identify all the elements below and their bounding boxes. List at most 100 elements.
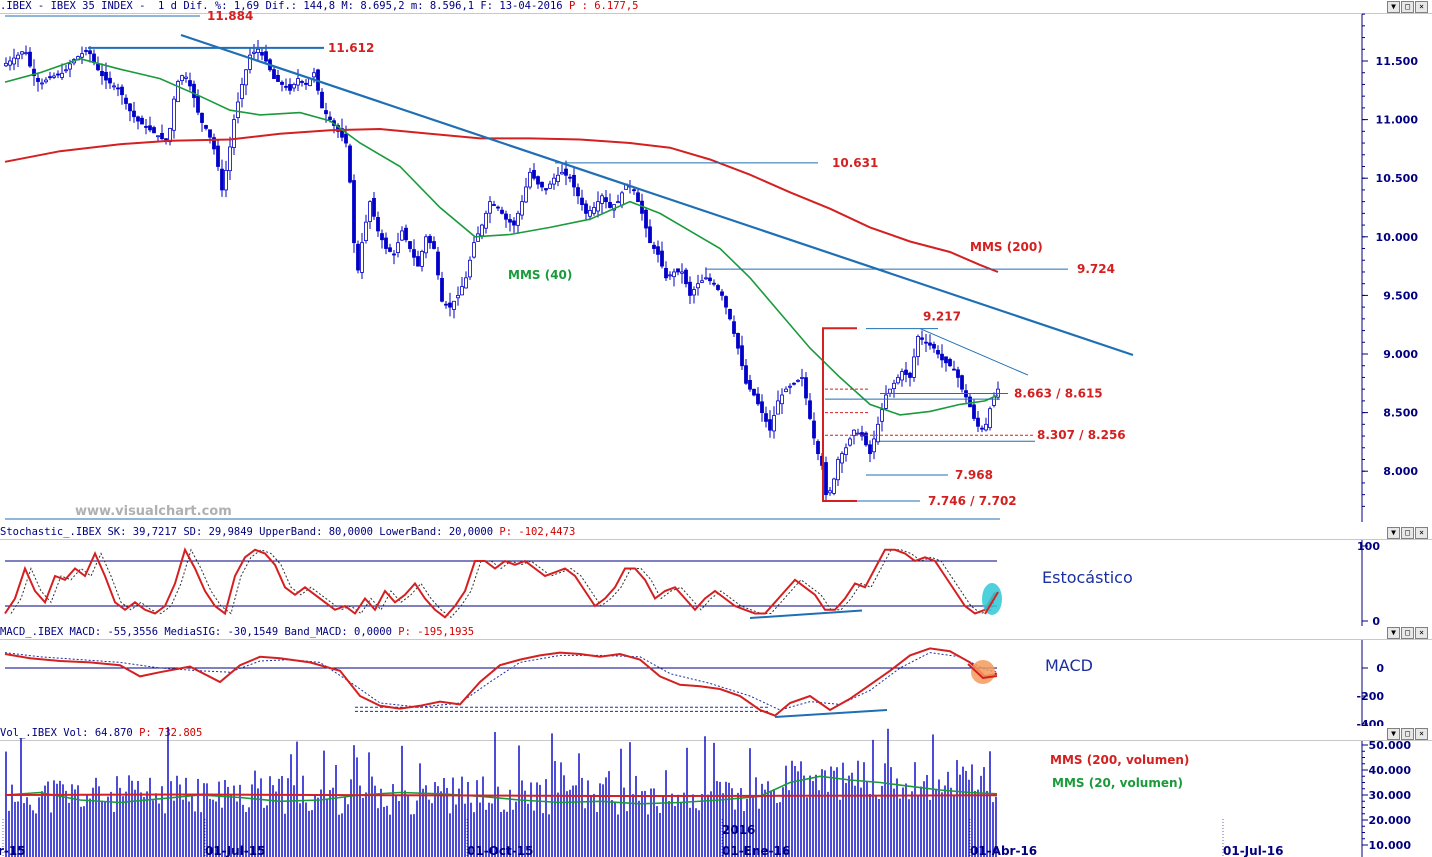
candle-body xyxy=(916,336,920,357)
candle-body xyxy=(260,52,264,56)
x-tick-label: 01-Oct-15 xyxy=(467,844,533,857)
candle-body xyxy=(888,388,892,394)
candle-body xyxy=(340,128,344,138)
candle-body xyxy=(192,83,196,99)
mms200-label: MMS (200) xyxy=(970,240,1043,254)
macd-tick-label: 0 xyxy=(1376,662,1384,675)
candle-body xyxy=(636,192,640,203)
macd-highlight-stroke xyxy=(967,663,998,680)
candle-body xyxy=(116,87,120,90)
candle-body xyxy=(212,137,216,150)
candle-body xyxy=(736,333,740,349)
candle-body xyxy=(180,75,184,82)
price-chart[interactable]: 11.500 11.000 10.500 10.000 9.500 9.000 8.500 8… xyxy=(0,0,1432,524)
candle-body xyxy=(356,243,360,271)
stochastic-header: Stochastic_.IBEX SK: 39,7217 SD: 29,9849… xyxy=(0,526,1432,540)
candle-body xyxy=(84,50,88,52)
macd-maximize-button[interactable]: □ xyxy=(1401,627,1414,639)
price-tick-label: 11.500 xyxy=(1376,55,1419,68)
candle-body xyxy=(816,441,820,455)
candle-body xyxy=(732,321,736,334)
candle-body xyxy=(32,68,36,77)
level-label: 7.968 xyxy=(955,468,993,482)
year-marker: 2016 xyxy=(722,823,755,837)
candle-body xyxy=(688,281,692,296)
candle-body xyxy=(904,369,908,375)
price-tick-label: 8.500 xyxy=(1383,407,1418,420)
stoch-tick-label: 0 xyxy=(1372,615,1380,626)
range-bracket xyxy=(822,327,857,502)
candle-body xyxy=(28,51,32,67)
candle-body xyxy=(472,242,476,258)
volume-close-button[interactable]: × xyxy=(1415,728,1428,740)
candle-body xyxy=(344,133,348,144)
stochastic-panel: Stochastic_.IBEX SK: 39,7217 SD: 29,9849… xyxy=(0,526,1432,626)
stochastic-maximize-button[interactable]: □ xyxy=(1401,527,1414,539)
candle-body xyxy=(292,84,296,89)
candle-body xyxy=(796,379,800,382)
price-maximize-button[interactable]: □ xyxy=(1401,1,1414,13)
candle-body xyxy=(552,177,556,185)
candle-body xyxy=(136,116,140,122)
candle-body xyxy=(592,207,596,214)
volume-minimize-button[interactable]: ▼ xyxy=(1387,728,1400,740)
candle-body xyxy=(92,53,96,63)
candle-body xyxy=(368,201,372,222)
volume-maximize-button[interactable]: □ xyxy=(1401,728,1414,740)
candle-body xyxy=(840,453,844,464)
candle-body xyxy=(976,417,980,427)
vol-tick-label: 50.000 xyxy=(1369,739,1412,752)
candle-body xyxy=(80,53,84,58)
stochastic-minimize-button[interactable]: ▼ xyxy=(1387,527,1400,539)
candle-body xyxy=(416,256,420,267)
candle-body xyxy=(468,259,472,278)
candle-body xyxy=(172,98,176,131)
level-label: 9.217 xyxy=(923,310,961,324)
candle-body xyxy=(452,300,456,310)
candle-body xyxy=(208,129,212,138)
candle-body xyxy=(884,394,888,409)
candle-body xyxy=(744,365,748,384)
macd-chart[interactable]: 0 -200 -400 MACD xyxy=(0,626,1432,726)
stochastic-chart[interactable]: 100 0 Estocástico xyxy=(0,526,1432,626)
candle-body xyxy=(532,169,536,179)
candle-body xyxy=(944,356,948,364)
candle-body xyxy=(492,204,496,206)
candle-body xyxy=(716,285,720,290)
candle-body xyxy=(752,388,756,396)
candle-body xyxy=(608,201,612,208)
price-tick-label: 10.500 xyxy=(1376,172,1419,185)
candle-body xyxy=(936,350,940,355)
stochastic-close-button[interactable]: × xyxy=(1415,527,1428,539)
candle-body xyxy=(280,81,284,85)
macd-close-button[interactable]: × xyxy=(1415,627,1428,639)
candle-body xyxy=(200,112,204,123)
watermark-text: www.visualchart.com xyxy=(75,504,232,519)
candle-body xyxy=(400,230,404,241)
macd-highlight xyxy=(971,660,995,684)
candle-body xyxy=(272,69,276,79)
vol-mms20-line xyxy=(4,775,998,805)
macd-minimize-button[interactable]: ▼ xyxy=(1387,627,1400,639)
x-tick-label: 01-Abr-16 xyxy=(970,844,1037,857)
candle-body xyxy=(852,429,856,437)
candle-body xyxy=(36,77,40,82)
macd-signal-line xyxy=(4,652,998,711)
candle-body xyxy=(56,73,60,76)
volume-chart[interactable]: 50.000 40.000 30.000 20.000 10.000 MMS (200, … xyxy=(0,727,1432,857)
candle-body xyxy=(224,169,228,191)
candle-body xyxy=(704,277,708,280)
price-minimize-button[interactable]: ▼ xyxy=(1387,1,1400,13)
stoch-highlight-stroke xyxy=(984,591,999,615)
stoch-title: Estocástico xyxy=(1042,568,1133,587)
candle-body xyxy=(60,72,64,78)
candle-body xyxy=(496,206,500,209)
candle-body xyxy=(580,197,584,205)
candle-body xyxy=(880,409,884,422)
candle-body xyxy=(632,189,636,192)
level-label: 11.612 xyxy=(328,41,374,55)
level-label: 10.631 xyxy=(832,156,878,170)
candle-body xyxy=(52,75,56,78)
price-panel: .IBEX - IBEX 35 INDEX - 1 d Dif. %: 1,69… xyxy=(0,0,1432,524)
price-close-button[interactable]: × xyxy=(1415,1,1428,13)
